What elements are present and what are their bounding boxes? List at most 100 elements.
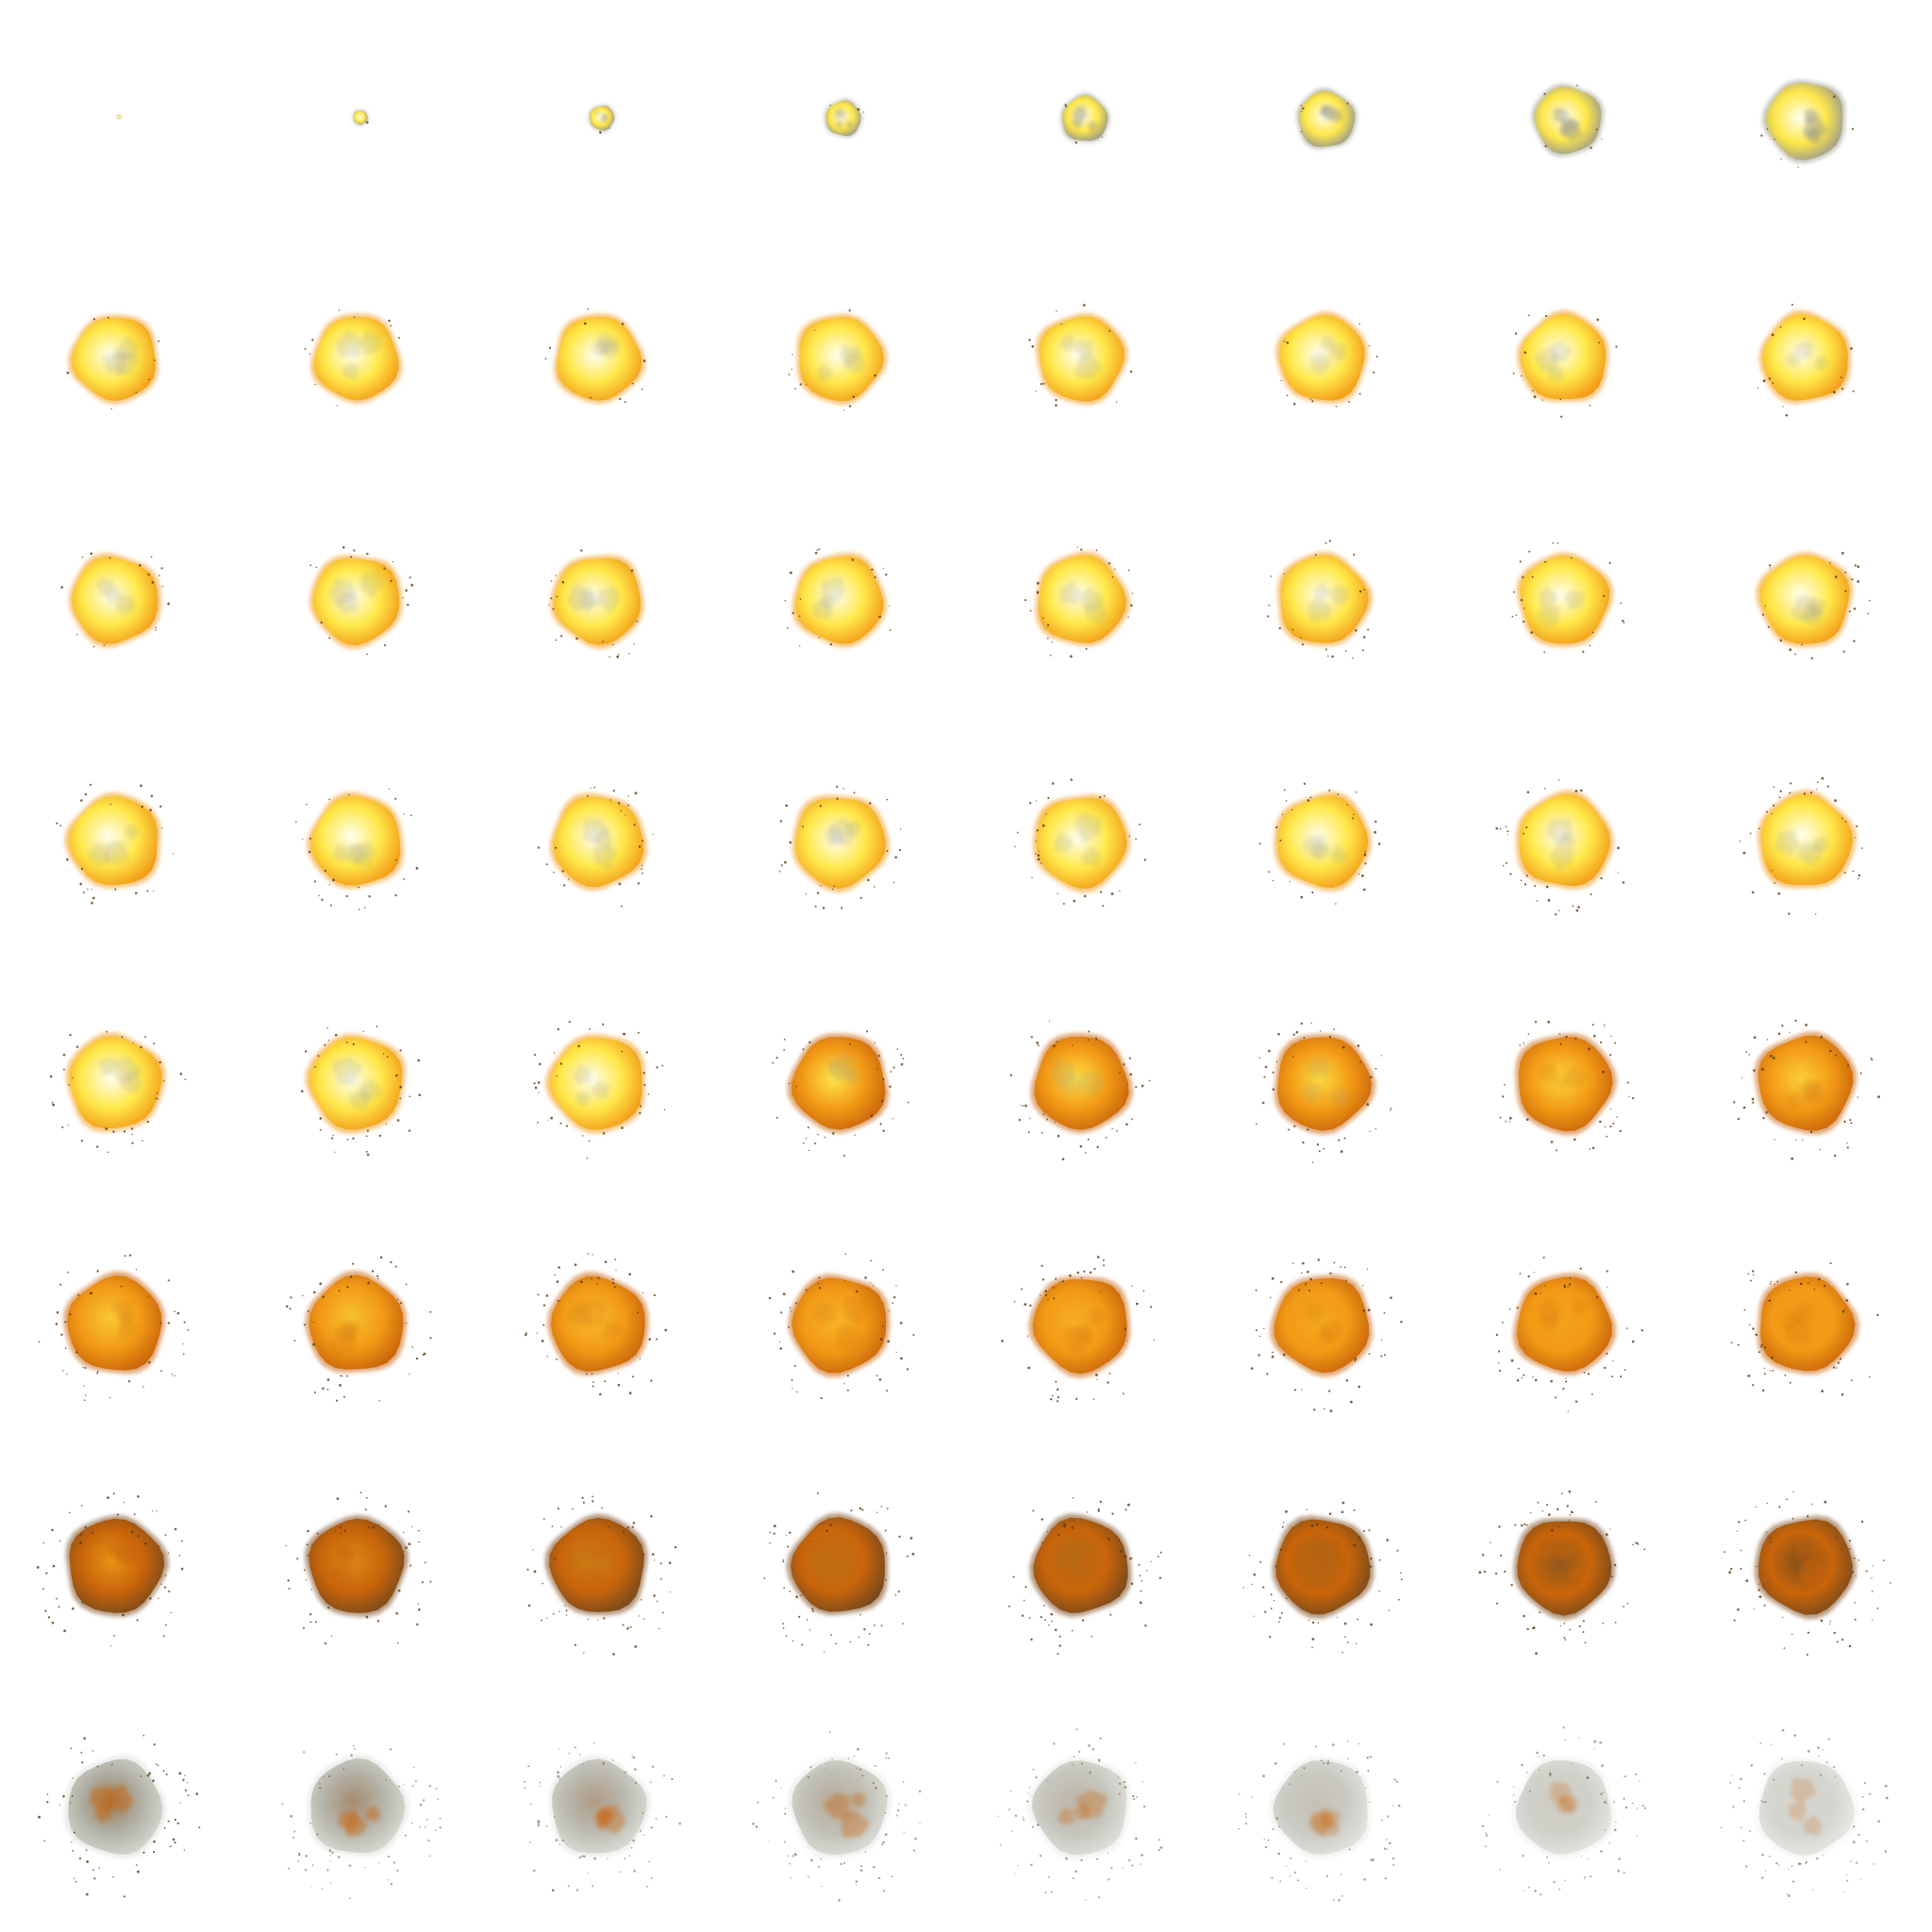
spark-particle <box>81 1601 84 1604</box>
explosion-frame <box>1449 1208 1690 1449</box>
spark-particle <box>817 1282 820 1285</box>
spark-particle <box>366 1129 370 1132</box>
spark-particle <box>1313 1408 1316 1411</box>
spark-particle <box>1588 1857 1590 1860</box>
spark-particle <box>805 384 807 386</box>
spark-particle <box>911 1553 915 1556</box>
spark-particle <box>179 1802 181 1804</box>
spark-particle <box>1356 791 1357 793</box>
spark-particle <box>1357 1385 1360 1389</box>
spark-particle <box>303 1751 306 1754</box>
smoke-swirl <box>850 1791 867 1807</box>
spark-particle <box>1876 1607 1879 1609</box>
spark-particle <box>1598 341 1600 344</box>
spark-particle <box>1308 1290 1311 1291</box>
spark-particle <box>1370 1756 1373 1758</box>
smoke-swirl <box>1329 342 1347 361</box>
spark-particle <box>1348 400 1350 403</box>
spark-particle <box>1057 1134 1060 1138</box>
explosion-frame-graphic <box>752 1731 922 1902</box>
spark-particle <box>774 1524 776 1527</box>
spark-particle <box>327 1607 330 1609</box>
spark-particle <box>148 1772 151 1775</box>
spark-particle <box>785 1635 788 1637</box>
smoke-swirl <box>328 1328 357 1356</box>
spark-particle <box>413 1766 415 1769</box>
spark-particle <box>155 1097 157 1100</box>
spark-particle <box>624 401 626 404</box>
spark-particle <box>552 1889 555 1892</box>
spark-particle <box>349 1275 353 1278</box>
spark-particle <box>1058 1534 1060 1537</box>
spark-particle <box>1055 1277 1058 1280</box>
spark-particle <box>867 878 870 882</box>
spark-particle <box>1538 1756 1540 1757</box>
smoke-swirl <box>1057 1807 1075 1825</box>
spark-particle <box>853 1755 856 1757</box>
spark-particle <box>1062 903 1065 905</box>
spark-particle <box>840 1862 842 1866</box>
spark-particle <box>1267 615 1270 618</box>
spark-particle <box>309 1621 312 1624</box>
spark-particle <box>786 627 789 629</box>
spark-particle <box>1857 565 1860 568</box>
spark-particle <box>537 1821 541 1824</box>
spark-particle <box>395 1612 398 1615</box>
spark-particle <box>1301 643 1305 646</box>
spark-particle <box>1546 1504 1549 1507</box>
spark-particle <box>1083 894 1087 898</box>
spark-particle <box>1873 1863 1874 1865</box>
spark-particle <box>169 1845 172 1848</box>
spark-particle <box>809 1766 812 1769</box>
spark-particle <box>1536 1751 1539 1755</box>
spark-particle <box>1307 1128 1309 1131</box>
spark-particle <box>75 1045 79 1048</box>
spark-particle <box>1802 1139 1804 1141</box>
spark-particle <box>1562 1388 1565 1391</box>
spark-particle <box>38 1815 41 1819</box>
spark-particle <box>1816 1857 1819 1860</box>
spark-particle <box>897 1809 900 1812</box>
spark-particle <box>1086 1511 1089 1513</box>
spark-particle <box>1293 1389 1297 1391</box>
spark-particle <box>859 896 862 899</box>
spark-particle <box>319 1783 321 1785</box>
spark-particle <box>149 808 152 812</box>
spark-particle <box>1292 1033 1295 1036</box>
explosion-frame-graphic <box>533 1021 666 1159</box>
spark-particle <box>1400 1572 1402 1574</box>
spark-particle <box>1740 1777 1742 1781</box>
smoke-swirl <box>1813 836 1831 853</box>
spark-particle <box>1583 1372 1586 1374</box>
smoke-swirl <box>1059 335 1076 352</box>
spark-particle <box>1584 1641 1587 1644</box>
explosion-frame-graphic <box>997 1728 1163 1901</box>
spark-particle <box>641 872 643 874</box>
spark-particle <box>854 1134 856 1136</box>
spark-particle <box>540 1785 541 1787</box>
spark-particle <box>1580 1856 1582 1857</box>
spark-particle <box>634 1645 638 1648</box>
spark-particle <box>1117 1776 1120 1778</box>
smoke-swirl <box>1534 348 1560 372</box>
spark-particle <box>71 1841 73 1843</box>
spark-particle <box>779 820 783 823</box>
smoke-swirl <box>1568 1565 1584 1582</box>
smoke-swirl <box>1541 1544 1557 1560</box>
spark-particle <box>591 1500 594 1503</box>
spark-particle <box>359 1491 362 1493</box>
spark-particle <box>810 1858 813 1862</box>
spark-particle <box>1490 1541 1491 1543</box>
spark-particle <box>96 1765 99 1768</box>
spark-particle <box>1632 1097 1635 1100</box>
spark-particle <box>62 1794 65 1798</box>
spark-particle <box>807 1126 809 1129</box>
spark-particle <box>1508 1121 1510 1123</box>
spark-particle <box>907 1101 909 1104</box>
spark-particle <box>1564 1739 1567 1741</box>
spark-particle <box>1374 1128 1377 1130</box>
spark-particle <box>587 308 590 310</box>
spark-particle <box>1285 1510 1288 1513</box>
fireball-core <box>1277 1037 1372 1131</box>
spark-particle <box>1109 1613 1112 1616</box>
